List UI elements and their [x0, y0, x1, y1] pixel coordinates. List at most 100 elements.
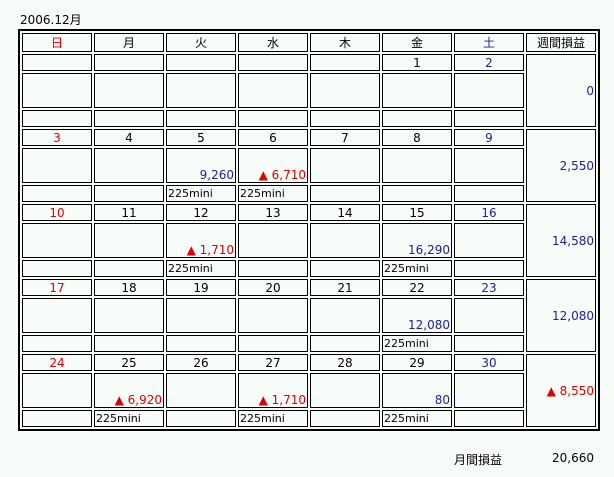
day-pnl: [166, 73, 236, 108]
day-instrument: 225mini: [166, 260, 236, 277]
day-date[interactable]: 24: [22, 354, 92, 371]
day-date[interactable]: 30: [454, 354, 524, 371]
day-instrument: [382, 185, 452, 202]
day-pnl: [382, 148, 452, 183]
day-date[interactable]: 4: [94, 129, 164, 146]
day-date[interactable]: 6: [238, 129, 308, 146]
week-value-row: 12,080: [22, 298, 596, 333]
loss-triangle-icon: ▲: [258, 168, 268, 182]
day-date[interactable]: 7: [310, 129, 380, 146]
week-note-row: 225mini 225mini 225mini: [22, 410, 596, 427]
weekly-pnl-value: 2,550: [559, 158, 594, 173]
day-pnl: ▲ 6,710: [238, 148, 308, 183]
loss-triangle-icon: ▲: [186, 243, 196, 257]
day-date[interactable]: 14: [310, 204, 380, 221]
day-date[interactable]: 18: [94, 279, 164, 296]
week-date-row: 3 4 5 6 7 8 9 2,550: [22, 129, 596, 202]
weekly-pnl-value: 14,580: [552, 233, 594, 248]
day-pnl: 12,080: [382, 298, 452, 333]
day-pnl: [310, 148, 380, 183]
day-pnl: [94, 223, 164, 258]
pnl-calendar: 日月火水木金土週間損益 1 2 0 3 4 5 6 7 8 9 2,550 9,260 ▲ 6,710 2…: [18, 29, 600, 431]
week-note-row: [22, 110, 596, 127]
day-pnl: 9,260: [166, 148, 236, 183]
day-instrument: 225mini: [382, 335, 452, 352]
day-date[interactable]: 26: [166, 354, 236, 371]
pnl-value: 16,290: [408, 243, 450, 257]
week-note-row: 225mini 225mini: [22, 260, 596, 277]
day-date[interactable]: 19: [166, 279, 236, 296]
day-date[interactable]: [94, 54, 164, 71]
day-instrument: [166, 410, 236, 427]
day-instrument: [454, 410, 524, 427]
day-date[interactable]: 15: [382, 204, 452, 221]
week-note-row: 225mini: [22, 335, 596, 352]
day-date[interactable]: 22: [382, 279, 452, 296]
day-date[interactable]: 23: [454, 279, 524, 296]
pnl-value: 80: [434, 393, 450, 407]
day-date[interactable]: 3: [22, 129, 92, 146]
day-date[interactable]: 21: [310, 279, 380, 296]
day-date[interactable]: [238, 54, 308, 71]
day-pnl: [382, 73, 452, 108]
day-date[interactable]: [22, 54, 92, 71]
loss-triangle-icon: ▲: [114, 393, 124, 407]
day-pnl: ▲ 1,710: [166, 223, 236, 258]
day-date[interactable]: 1: [382, 54, 452, 71]
day-instrument: [454, 185, 524, 202]
day-date[interactable]: 12: [166, 204, 236, 221]
day-instrument: [310, 110, 380, 127]
day-date[interactable]: 9: [454, 129, 524, 146]
day-pnl: [310, 223, 380, 258]
pnl-value: 6,710: [271, 168, 306, 182]
day-instrument: [454, 335, 524, 352]
day-date[interactable]: 20: [238, 279, 308, 296]
weekday-header: 火: [166, 33, 236, 52]
day-date[interactable]: 10: [22, 204, 92, 221]
day-pnl: [310, 298, 380, 333]
weekday-header: 木: [310, 33, 380, 52]
day-instrument: [238, 335, 308, 352]
day-pnl: [94, 298, 164, 333]
day-instrument: 225mini: [166, 185, 236, 202]
day-date[interactable]: 8: [382, 129, 452, 146]
day-instrument: [94, 260, 164, 277]
pnl-value: 1,710: [271, 393, 306, 407]
day-pnl: [22, 223, 92, 258]
day-date[interactable]: 11: [94, 204, 164, 221]
day-pnl: [94, 148, 164, 183]
weekday-header: 水: [238, 33, 308, 52]
weekly-pnl: ▲ 8,550: [526, 354, 596, 427]
day-date[interactable]: 16: [454, 204, 524, 221]
day-date[interactable]: [310, 54, 380, 71]
day-instrument: 225mini: [94, 410, 164, 427]
weekday-header: 日: [22, 33, 92, 52]
loss-triangle-icon: ▲: [546, 383, 556, 398]
day-date[interactable]: 29: [382, 354, 452, 371]
pnl-value: 12,080: [408, 318, 450, 332]
calendar-title: 2006.12月: [20, 13, 82, 27]
pnl-value: 9,260: [199, 168, 234, 182]
day-pnl: [310, 73, 380, 108]
weekly-pnl-header: 週間損益: [526, 33, 596, 52]
day-date[interactable]: [166, 54, 236, 71]
loss-triangle-icon: ▲: [258, 393, 268, 407]
day-pnl: 80: [382, 373, 452, 408]
day-pnl: [454, 298, 524, 333]
day-date[interactable]: 13: [238, 204, 308, 221]
day-pnl: [454, 73, 524, 108]
day-date[interactable]: 5: [166, 129, 236, 146]
day-instrument: [94, 110, 164, 127]
day-date[interactable]: 2: [454, 54, 524, 71]
day-instrument: 225mini: [238, 185, 308, 202]
day-date[interactable]: 27: [238, 354, 308, 371]
day-date[interactable]: 17: [22, 279, 92, 296]
day-date[interactable]: 28: [310, 354, 380, 371]
day-instrument: [382, 110, 452, 127]
day-pnl: [454, 223, 524, 258]
day-date[interactable]: 25: [94, 354, 164, 371]
day-instrument: 225mini: [238, 410, 308, 427]
day-pnl: [310, 373, 380, 408]
week-date-row: 24 25 26 27 28 29 30 ▲ 8,550: [22, 354, 596, 427]
